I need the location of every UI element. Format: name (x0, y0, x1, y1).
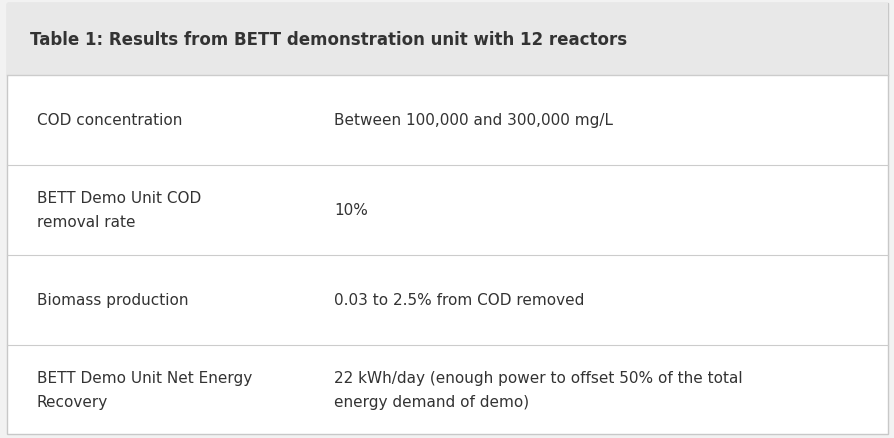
Text: 22 kWh/day (enough power to offset 50% of the total: 22 kWh/day (enough power to offset 50% o… (333, 371, 742, 385)
Text: COD concentration: COD concentration (37, 113, 181, 128)
Text: removal rate: removal rate (37, 215, 135, 230)
Bar (7, 4, 887, 76)
Text: 0.03 to 2.5% from COD removed: 0.03 to 2.5% from COD removed (333, 293, 584, 307)
Text: Biomass production: Biomass production (37, 293, 188, 307)
Text: 10%: 10% (333, 203, 367, 218)
Text: Table 1: Results from BETT demonstration unit with 12 reactors: Table 1: Results from BETT demonstration… (30, 31, 626, 49)
Text: energy demand of demo): energy demand of demo) (333, 394, 528, 409)
Text: Between 100,000 and 300,000 mg/L: Between 100,000 and 300,000 mg/L (333, 113, 612, 128)
Text: Recovery: Recovery (37, 394, 108, 409)
Text: BETT Demo Unit Net Energy: BETT Demo Unit Net Energy (37, 371, 252, 385)
Text: BETT Demo Unit COD: BETT Demo Unit COD (37, 191, 201, 206)
